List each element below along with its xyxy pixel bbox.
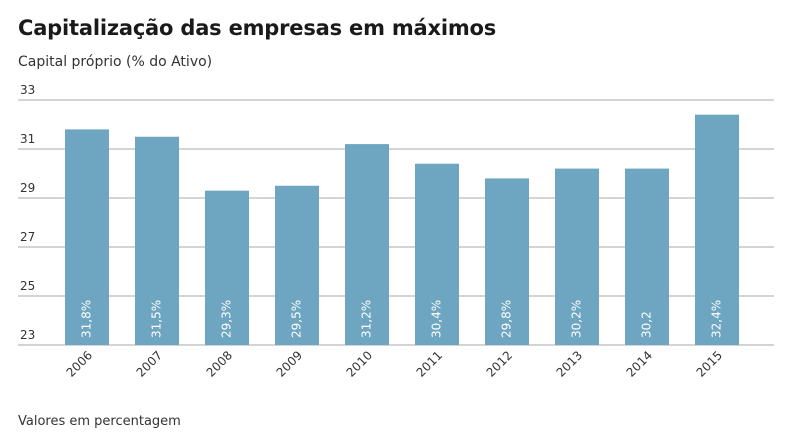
bar-2009 <box>275 185 319 345</box>
y-tick-label-27: 27 <box>20 230 35 244</box>
bar-2013 <box>555 168 599 345</box>
y-tick-label-25: 25 <box>20 279 35 293</box>
x-tick-label-2007: 2007 <box>134 348 165 379</box>
y-tick-label-31: 31 <box>20 132 35 146</box>
x-tick-label-2008: 2008 <box>204 348 235 379</box>
data-label-2014: 30,2 <box>640 311 654 338</box>
data-label-2010: 31,2% <box>360 300 374 338</box>
bar-2010 <box>345 144 389 345</box>
bar-2011 <box>415 163 459 345</box>
x-tick-label-2009: 2009 <box>274 348 305 379</box>
data-label-2011: 30,4% <box>430 300 444 338</box>
data-label-2013: 30,2% <box>570 300 584 338</box>
y-tick-label-23: 23 <box>20 328 35 342</box>
data-label-2015: 32,4% <box>710 300 724 338</box>
x-tick-label-2014: 2014 <box>624 348 655 379</box>
data-label-2008: 29,3% <box>220 300 234 338</box>
chart-title: Capitalização das empresas em máximos <box>18 16 497 40</box>
x-tick-label-2012: 2012 <box>484 348 515 379</box>
bar-2014 <box>625 168 669 345</box>
data-label-2009: 29,5% <box>290 300 304 338</box>
data-label-2012: 29,8% <box>500 300 514 338</box>
x-tick-label-2015: 2015 <box>694 348 725 379</box>
data-label-2006: 31,8% <box>80 300 94 338</box>
bar-2012 <box>485 178 529 345</box>
bar-2015 <box>695 114 739 345</box>
x-tick-label-2006: 2006 <box>64 348 95 379</box>
x-tick-label-2010: 2010 <box>344 348 375 379</box>
bar-2008 <box>205 190 249 345</box>
chart-footnote: Valores em percentagem <box>18 414 181 429</box>
data-label-2007: 31,5% <box>150 300 164 338</box>
chart-subtitle: Capital próprio (% do Ativo) <box>18 54 213 70</box>
bar-2007 <box>135 136 179 345</box>
y-tick-label-29: 29 <box>20 181 35 195</box>
x-tick-label-2013: 2013 <box>554 348 585 379</box>
y-tick-label-33: 33 <box>20 83 35 97</box>
bar-2006 <box>65 129 109 345</box>
x-tick-label-2011: 2011 <box>414 348 445 379</box>
